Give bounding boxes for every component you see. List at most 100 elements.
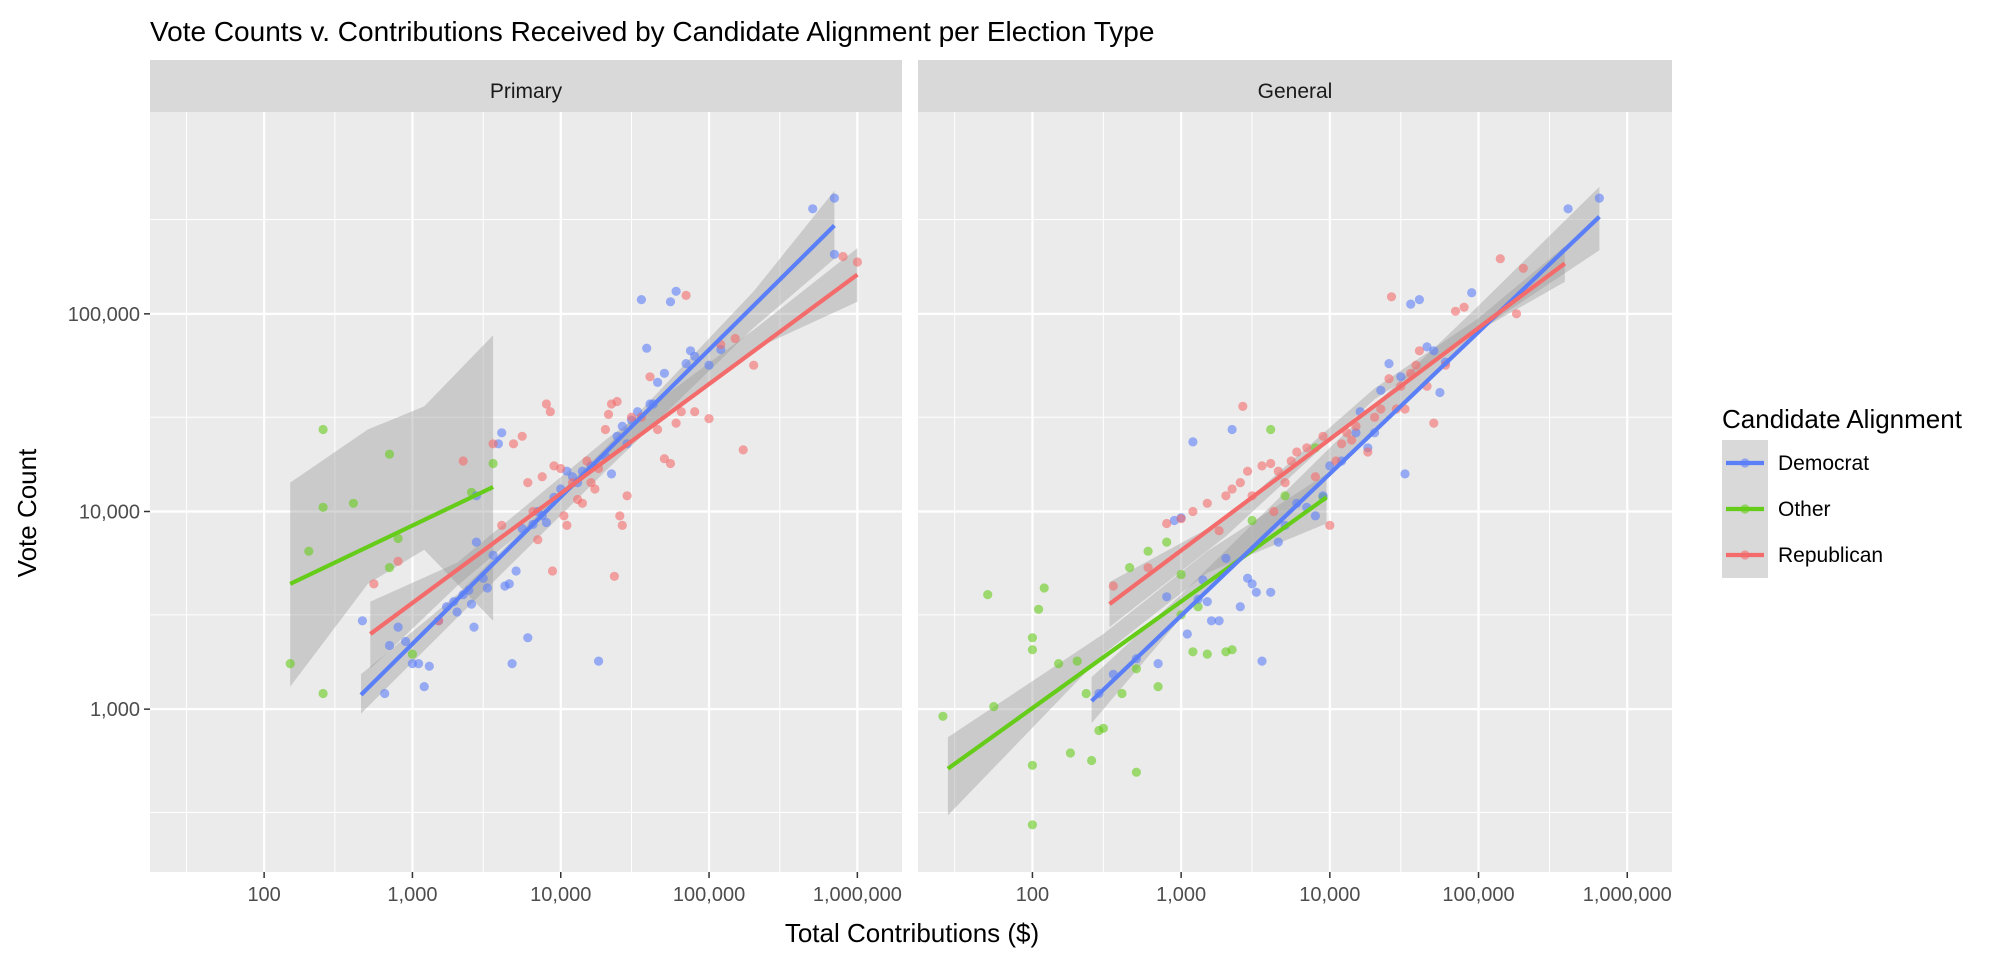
data-point [523, 478, 533, 488]
y-tick-label: 10,000 [79, 501, 140, 523]
data-point [681, 290, 691, 300]
data-point [1247, 579, 1257, 589]
data-point [507, 659, 517, 669]
data-point [749, 360, 759, 370]
legend-title: Candidate Alignment [1722, 404, 1963, 434]
data-point [497, 520, 507, 531]
data-point [590, 484, 600, 494]
data-point [1257, 656, 1267, 666]
x-tick-label: 1,000,000 [1583, 884, 1672, 906]
data-point [1143, 546, 1153, 556]
data-point [497, 428, 507, 438]
data-point [393, 533, 403, 544]
legend-entry-other: Other [1722, 486, 1831, 532]
data-point [1117, 688, 1127, 699]
data-point [1384, 374, 1394, 384]
data-point [1450, 306, 1461, 316]
data-point [938, 711, 948, 721]
data-point [469, 622, 479, 632]
data-point [609, 571, 620, 581]
data-point [407, 649, 417, 659]
data-point [488, 458, 498, 469]
panel-background [918, 112, 1672, 872]
facet-strip-label: General [1258, 80, 1333, 103]
data-point [1162, 592, 1172, 602]
data-point [665, 458, 676, 469]
data-point [488, 439, 498, 449]
data-point [517, 431, 527, 441]
data-point [645, 372, 655, 382]
data-point [1518, 263, 1528, 273]
data-point [452, 607, 462, 617]
data-point [523, 633, 533, 643]
data-point [348, 498, 358, 508]
fit-line-other [946, 495, 1328, 771]
data-point [1034, 604, 1044, 614]
data-point [1162, 518, 1172, 529]
panel-background [150, 112, 902, 872]
panel-general: General [918, 60, 1672, 872]
data-point [1251, 587, 1261, 597]
data-point [1422, 342, 1432, 352]
data-point [989, 702, 999, 712]
legend: Candidate Alignment Democrat Other Republi… [1722, 404, 1963, 578]
data-point [419, 682, 429, 692]
data-point [285, 659, 295, 669]
data-point [1273, 537, 1283, 547]
data-point [541, 517, 552, 528]
data-point [1376, 404, 1386, 414]
data-point [1280, 478, 1290, 488]
data-point [1054, 659, 1064, 669]
data-point [617, 421, 627, 431]
x-tick-label: 100 [247, 884, 280, 906]
legend-key-point [1740, 458, 1750, 468]
data-point [1027, 820, 1037, 830]
data-point [393, 556, 403, 566]
data-point [1108, 581, 1118, 591]
data-point [559, 511, 569, 521]
data-point [606, 469, 617, 479]
data-point [1414, 295, 1424, 305]
data-point [1027, 633, 1037, 643]
data-point [1065, 748, 1075, 758]
data-point [626, 412, 637, 422]
data-point [1227, 645, 1237, 655]
data-point [642, 343, 652, 353]
series-other-points [285, 424, 498, 699]
data-point [1176, 569, 1186, 580]
data-point [1202, 649, 1212, 659]
data-point [1363, 447, 1373, 457]
data-point [488, 550, 498, 560]
data-point [1325, 461, 1335, 471]
data-point [983, 590, 993, 600]
data-point [1131, 767, 1141, 777]
data-point [1400, 469, 1410, 479]
data-point [1325, 520, 1335, 531]
legend-entry-democrat: Democrat [1722, 440, 1869, 486]
data-point [1176, 514, 1186, 524]
data-point [1188, 437, 1198, 447]
data-point [384, 449, 395, 459]
data-point [424, 661, 434, 671]
data-point [1182, 629, 1192, 639]
data-point [838, 251, 848, 262]
data-point [1027, 645, 1037, 655]
data-point [1257, 461, 1267, 471]
data-point [665, 297, 676, 307]
data-point [384, 563, 395, 573]
data-point [1188, 647, 1198, 657]
data-point [1384, 359, 1394, 369]
data-point [545, 407, 555, 417]
x-tick-label: 100 [1016, 884, 1049, 906]
data-point [318, 688, 328, 699]
chart-title: Vote Counts v. Contributions Received by… [150, 16, 1154, 47]
data-point [1153, 682, 1163, 692]
data-point [704, 360, 714, 370]
panel-primary: Primary [150, 60, 902, 872]
data-point [617, 520, 627, 531]
data-point [1202, 597, 1212, 607]
data-point [636, 295, 647, 305]
x-tick-label: 1,000 [387, 884, 437, 906]
data-point [1292, 447, 1302, 457]
